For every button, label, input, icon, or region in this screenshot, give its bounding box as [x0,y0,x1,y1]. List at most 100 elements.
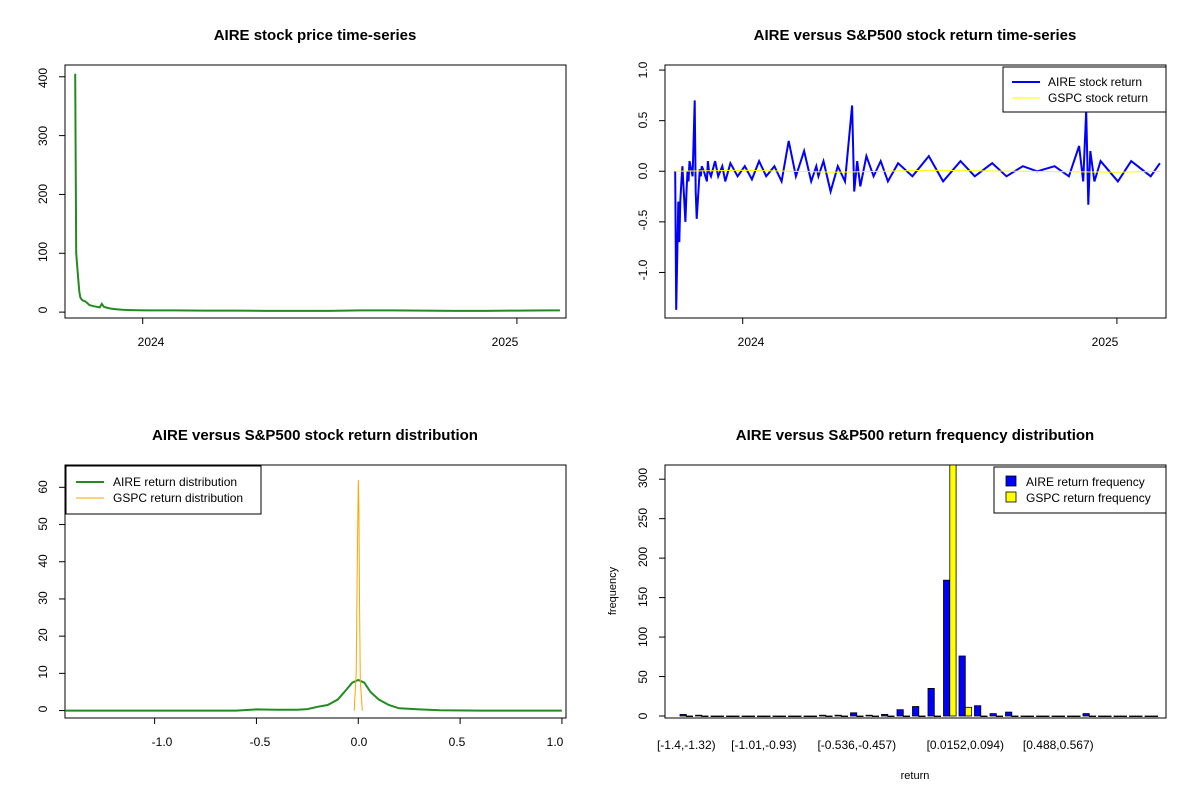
distribution-chart-title: AIRE versus S&P500 stock return distribu… [152,427,478,444]
return-ts-legend: AIRE stock return GSPC stock return [1002,66,1167,113]
price-y-tick-label: 300 [36,126,50,146]
aire-frequency-bar [958,655,966,717]
aire-frequency-bar [1005,711,1013,717]
gspc-frequency-bar [902,715,910,718]
distribution-x-tick-label: -0.5 [250,735,271,749]
return-ts-y-tick-label: 0.5 [636,111,650,128]
aire-frequency-bar [834,714,842,717]
frequency-x-tick-label: [-0.536,-0.457) [817,738,896,752]
aire-frequency-bar [803,715,811,718]
legend-label-gspc-return: GSPC stock return [1048,91,1148,105]
return-ts-x-axis: 2024 2025 [738,318,1119,349]
gspc-return-line [675,169,1160,173]
frequency-legend: AIRE return frequency GSPC return freque… [993,466,1167,514]
distribution-y-tick-label: 10 [36,665,50,679]
distribution-y-tick-label: 50 [36,517,50,531]
aire-frequency-bar [726,715,734,718]
panel-return-timeseries: AIRE versus S&P500 stock return time-ser… [636,27,1167,349]
return-ts-y-tick-label: -0.5 [636,209,650,230]
price-plot-frame [64,64,567,319]
legend-label-aire-frequency: AIRE return frequency [1026,475,1145,489]
gspc-frequency-bar [918,715,926,718]
distribution-y-tick-label: 0 [36,705,50,712]
legend-label-gspc-distribution: GSPC return distribution [113,491,243,505]
frequency-y-tick-label: 0 [636,712,650,719]
return-ts-x-tick-label: 2025 [1092,335,1119,349]
aire-frequency-bar [710,715,718,718]
aire-frequency-bar [1129,715,1137,718]
aire-frequency-bar [974,705,982,717]
return-ts-legend-box [1002,66,1167,113]
price-chart-title: AIRE stock price time-series [214,27,417,44]
return-ts-x-tick-label: 2024 [738,335,765,349]
aire-frequency-bar [695,714,703,717]
price-y-tick-label: 200 [36,184,50,204]
distribution-y-tick-label: 30 [36,591,50,605]
aire-density-line [65,678,562,712]
aire-frequency-bar [927,688,935,717]
price-y-tick-label: 0 [36,306,50,313]
distribution-y-axis: 0 10 20 30 40 50 60 [36,480,65,712]
aire-frequency-bar [679,714,687,717]
gspc-frequency-bar [1011,715,1019,718]
return-ts-y-tick-label: 1.0 [636,61,650,78]
distribution-x-tick-label: -1.0 [152,735,173,749]
frequency-legend-box [993,466,1167,514]
gspc-frequency-bar [840,715,848,718]
aire-frequency-bar [772,715,780,718]
aire-frequency-bar [1051,715,1059,718]
frequency-y-tick-label: 50 [636,670,650,684]
gspc-frequency-bar [732,715,740,718]
aire-frequency-bar [819,714,827,717]
frequency-x-tick-label: [0.488,0.567) [1023,738,1094,752]
distribution-x-axis: -1.0 -0.5 0.0 0.5 1.0 [152,718,564,749]
price-x-tick-label: 2025 [492,335,519,349]
frequency-x-tick-label: [0.0152,0.094) [927,738,1004,752]
gspc-frequency-bar [701,715,709,718]
gspc-frequency-bar [1088,715,1097,718]
frequency-x-axis-title: return [901,770,930,782]
aire-frequency-bar [989,713,997,717]
gspc-frequency-bar [1119,715,1128,718]
aire-frequency-bar [1098,715,1106,718]
frequency-plot-frame [664,464,1167,719]
return-ts-y-tick-label: 0.0 [636,162,650,179]
distribution-y-tick-label: 20 [36,628,50,642]
frequency-y-axis-title: frequency [607,566,619,615]
frequency-y-axis: 0 50 100 150 200 250 300 [636,468,665,719]
price-y-tick-label: 400 [36,68,50,88]
frequency-y-tick-label: 300 [636,468,650,488]
gspc-frequency-bar [794,715,802,718]
distribution-legend: AIRE return distribution GSPC return dis… [65,465,262,515]
legend-swatch-gspc-frequency [1005,491,1017,503]
aire-frequency-bar [1144,715,1152,718]
gspc-frequency-bar [685,715,693,718]
gspc-frequency-bar [949,464,957,717]
gspc-frequency-bar [809,715,817,718]
gspc-frequency-bar [1150,715,1159,718]
aire-return-line [674,100,1161,310]
frequency-y-tick-label: 250 [636,508,650,528]
gspc-frequency-bar [778,715,786,718]
price-y-tick-label: 100 [36,242,50,262]
aire-frequency-bar [850,712,858,717]
price-y-axis: 0 100 200 300 400 [36,68,65,313]
aire-frequency-bar [741,715,749,718]
distribution-y-tick-label: 60 [36,480,50,494]
price-x-axis: 2024 2025 [138,318,519,349]
gspc-frequency-bar [1026,715,1035,718]
distribution-plot-frame [64,464,567,719]
aire-frequency-bar [757,715,765,718]
gspc-frequency-bar [933,715,941,718]
legend-label-aire-distribution: AIRE return distribution [113,475,237,489]
gspc-frequency-bar [763,715,771,718]
aire-frequency-bar [1082,713,1090,717]
aire-frequency-bar [943,579,951,717]
distribution-x-tick-label: 1.0 [547,735,564,749]
frequency-x-tick-label: [-1.01,-0.93) [731,738,796,752]
panel-return-distribution: AIRE versus S&P500 stock return distribu… [36,427,567,749]
gspc-frequency-bar [856,715,864,718]
price-line [74,73,560,312]
frequency-chart-title: AIRE versus S&P500 return frequency dist… [736,427,1094,444]
gspc-frequency-bar [964,706,972,717]
